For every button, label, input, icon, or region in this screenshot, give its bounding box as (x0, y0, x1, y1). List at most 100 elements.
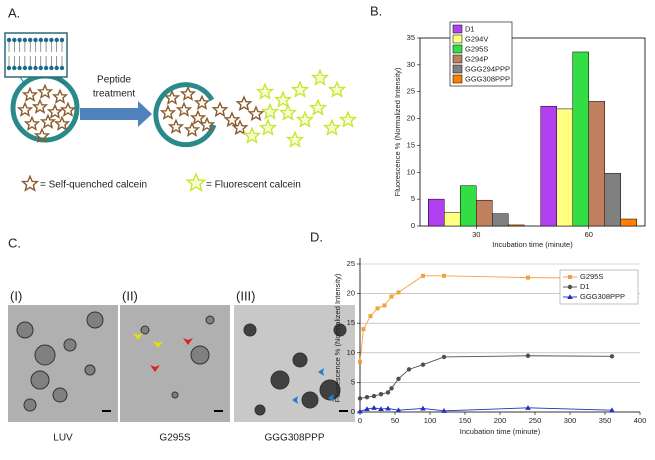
marker (568, 275, 572, 279)
x-tick-label: 60 (585, 230, 593, 239)
marker (420, 362, 426, 367)
legend-label: GGG294PPP (465, 64, 510, 73)
star (256, 83, 274, 99)
legend-text: = Fluorescent calcein (206, 180, 301, 191)
star (339, 111, 357, 127)
x-tick-label: 100 (424, 416, 437, 425)
particle (205, 315, 215, 325)
particle (23, 398, 37, 412)
lipid-head (22, 37, 28, 43)
star (309, 99, 327, 115)
x-tick-label: 0 (358, 416, 362, 425)
arrowhead (318, 368, 324, 376)
marker (385, 405, 391, 411)
bar (476, 199, 493, 227)
lipid-head (54, 65, 59, 71)
marker (526, 275, 530, 280)
marker (371, 393, 377, 399)
x-tick-label: 250 (529, 416, 542, 425)
legend-label: D1 (465, 24, 475, 33)
y-axis-label: Fluorescence % (Normalized Intensity) (333, 273, 342, 402)
marker (396, 290, 401, 295)
bar (572, 51, 589, 227)
particle (16, 321, 34, 339)
panel-label: A. (8, 5, 20, 20)
micrograph (120, 305, 230, 422)
series-line (359, 407, 613, 412)
particle (270, 370, 290, 390)
lipid-head (17, 37, 22, 43)
lipid-head (38, 37, 43, 43)
bar (428, 198, 445, 227)
bar (540, 105, 557, 227)
marker (378, 406, 384, 412)
y-tick-label: 35 (407, 33, 415, 42)
legend-label: G294V (465, 34, 488, 43)
arrowhead (328, 394, 334, 402)
legend-label: GGG308PPP (580, 292, 625, 301)
star (224, 112, 240, 127)
particle (52, 387, 68, 403)
marker (389, 294, 394, 299)
image-numeral: (III) (236, 288, 256, 303)
x-tick-label: 50 (391, 416, 399, 425)
y-axis-label: Fluorescence % (Normalized Intensity) (393, 67, 402, 196)
particle (84, 364, 96, 376)
x-tick-label: 300 (564, 416, 577, 425)
star (279, 104, 297, 120)
marker (609, 354, 615, 359)
star (323, 119, 341, 135)
marker (420, 405, 426, 411)
image-numeral: (II) (122, 288, 138, 303)
star (259, 119, 277, 135)
particle (243, 323, 257, 337)
particle (140, 325, 150, 335)
star (296, 111, 314, 127)
arrow-text: Peptide (97, 75, 131, 86)
lipid-head (33, 37, 38, 43)
panel-label: D. (310, 229, 323, 244)
legend-label: GGG308PPP (465, 74, 510, 83)
legend-label: G294P (465, 54, 488, 63)
star (212, 102, 228, 117)
bar (444, 212, 461, 227)
marker (441, 354, 447, 360)
marker (396, 376, 401, 382)
y-tick-label: 25 (407, 87, 415, 96)
marker (389, 386, 394, 391)
marker (364, 395, 370, 400)
x-tick-label: 350 (599, 416, 612, 425)
panel-label: B. (370, 3, 382, 18)
marker (371, 405, 377, 410)
bar (492, 213, 509, 227)
y-tick-label: 5 (351, 377, 355, 386)
particle (301, 391, 319, 409)
marker (361, 327, 366, 332)
marker (378, 392, 384, 397)
bar (604, 173, 621, 227)
marker (406, 367, 412, 372)
lipid-head (43, 65, 49, 71)
x-tick-label: 150 (459, 416, 472, 425)
y-tick-label: 5 (411, 194, 415, 203)
marker (567, 294, 573, 299)
image-caption: GGG308PPP (264, 433, 324, 444)
star (261, 103, 279, 119)
marker (395, 407, 402, 413)
image-numeral: (I) (10, 288, 22, 303)
arrowhead (292, 396, 298, 404)
lipid-head (28, 37, 33, 43)
lipid-head (12, 37, 17, 43)
y-tick-label: 15 (347, 318, 355, 327)
lipid-head (12, 65, 17, 71)
marker (385, 390, 391, 395)
lipid-head (49, 37, 54, 43)
inset-connector (19, 76, 26, 85)
bar (620, 218, 637, 227)
marker (375, 306, 380, 311)
marker (525, 353, 531, 358)
marker (421, 273, 425, 278)
x-axis-label: Incubation time (minute) (460, 427, 541, 436)
y-tick-label: 0 (411, 221, 415, 230)
